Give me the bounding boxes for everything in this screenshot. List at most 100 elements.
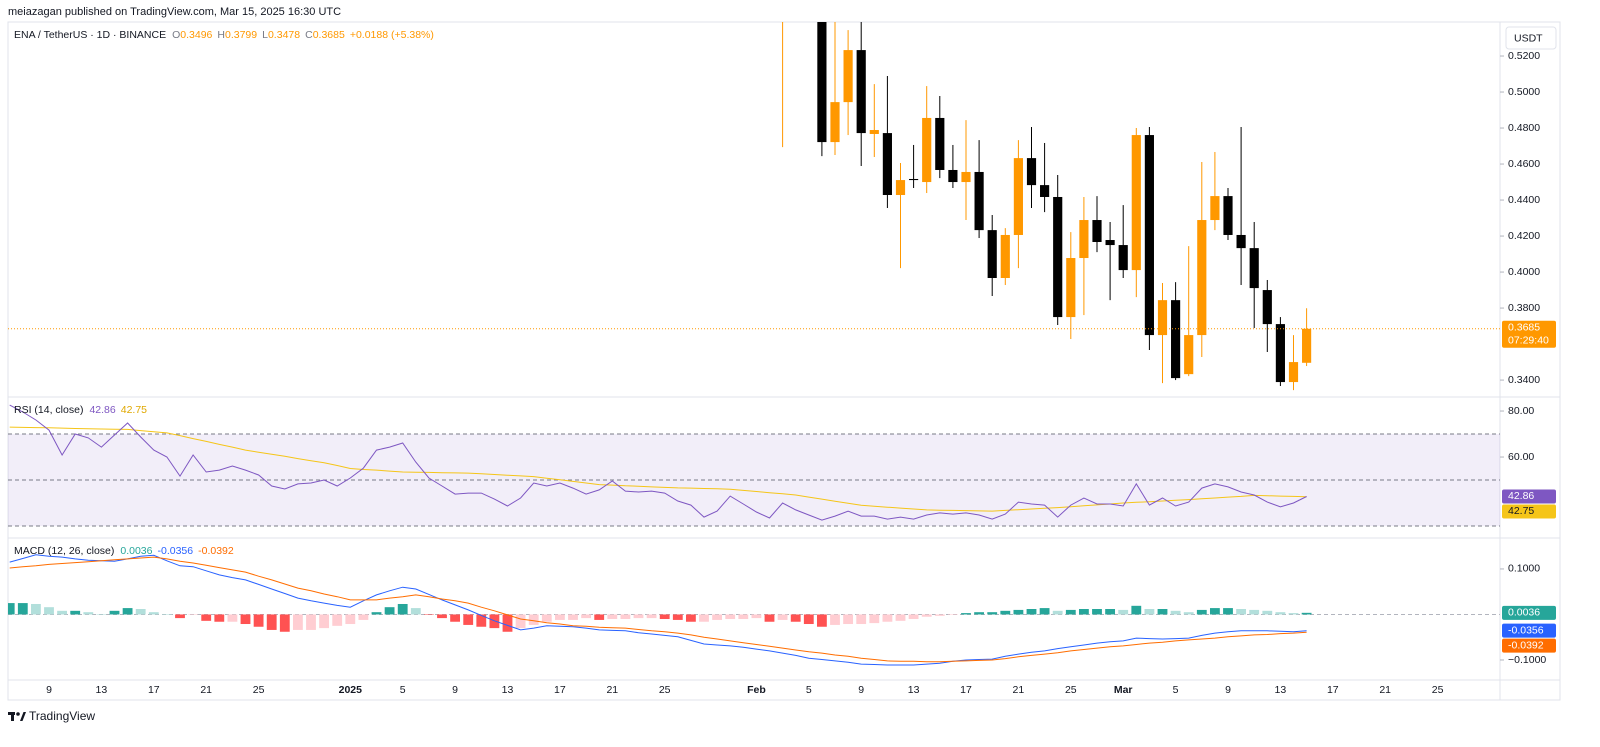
symbol-title: ENA / TetherUS · 1D · BINANCE	[14, 29, 166, 41]
indicator-value-label: 42.86	[1508, 490, 1534, 502]
logo-part	[11, 712, 14, 721]
y-tick-label: 0.4400	[1508, 194, 1540, 206]
indicator-value-label-box	[1502, 489, 1556, 504]
histogram-bar	[633, 614, 644, 619]
candle-body	[1275, 324, 1285, 383]
histogram-bar	[699, 614, 709, 622]
histogram-bar	[332, 614, 343, 626]
x-tick-label: 13	[1275, 684, 1287, 696]
histogram-bar	[135, 609, 146, 615]
histogram-value-label-box	[1502, 605, 1556, 620]
footer-brand: TradingView	[29, 709, 95, 723]
y-tick-label: 0.4200	[1508, 230, 1540, 242]
indicator-value-label: -0.0356	[1508, 624, 1544, 636]
histogram-bar	[161, 614, 172, 615]
indicator-line	[9, 426, 1307, 512]
last-price-label: 0.3685	[1508, 322, 1540, 334]
unit-label: USDT	[1514, 32, 1543, 44]
candle-body	[1236, 234, 1246, 249]
histogram-bar	[476, 614, 487, 627]
histogram-bar	[1118, 609, 1129, 615]
histogram-bar	[423, 614, 434, 615]
last-price-box	[1502, 320, 1556, 348]
histogram-bar	[987, 612, 998, 615]
histogram-bar	[148, 612, 159, 615]
x-tick-label: Mar	[1114, 684, 1133, 696]
logo-part	[16, 712, 20, 716]
histogram-bar	[227, 614, 238, 622]
x-tick-label: 9	[452, 684, 458, 696]
histogram-bar	[777, 614, 788, 620]
histogram-bar	[1157, 609, 1168, 615]
axes: 9 13 17 21 25 2025 5 9 13 17 21 25 Feb 5 9 13 17 21 25 Mar 5…	[46, 50, 1556, 696]
histogram-bar	[188, 614, 199, 615]
histogram-bar	[594, 614, 605, 620]
legend-value: 0.3685	[313, 29, 345, 41]
histogram-bar	[947, 614, 958, 615]
histogram-bar	[1039, 608, 1050, 615]
x-tick-label: 25	[1432, 684, 1444, 696]
indicator-line	[9, 556, 1307, 663]
histogram-bar	[528, 614, 539, 625]
x-tick-label: 13	[96, 684, 108, 696]
rsi-background	[8, 433, 1500, 527]
histogram-bar	[581, 614, 592, 619]
x-tick-label: 25	[1065, 684, 1077, 696]
candle-body	[1210, 196, 1220, 221]
candle-body	[974, 171, 984, 231]
histogram-bar	[725, 614, 736, 620]
legend-key: C	[305, 29, 313, 41]
histogram-bar	[30, 603, 41, 615]
candle-body	[1040, 185, 1050, 197]
candle-body	[1105, 240, 1115, 246]
histogram-bar	[738, 614, 749, 620]
rsi-ma-value: 42.75	[121, 404, 147, 416]
candle-body	[1144, 135, 1154, 336]
x-tick-label: 25	[253, 684, 265, 696]
histogram-bar	[57, 610, 68, 615]
candle-body	[1197, 220, 1207, 336]
histogram-bar	[712, 614, 723, 620]
histogram-bar	[816, 614, 827, 627]
histogram-bar	[515, 614, 526, 629]
candle-body	[909, 178, 919, 181]
indicator-value-label-box	[1502, 623, 1556, 638]
histogram-bar	[1249, 609, 1260, 615]
indicator-value-label: -0.0392	[1508, 639, 1544, 651]
x-tick-label: 13	[502, 684, 514, 696]
histogram-bar	[83, 612, 94, 615]
histogram-bar	[279, 614, 290, 632]
x-tick-label: 17	[554, 684, 566, 696]
candle-body	[1288, 362, 1299, 383]
histogram-bar	[620, 614, 631, 620]
x-tick-label: 9	[1225, 684, 1231, 696]
x-tick-label: 21	[200, 684, 212, 696]
x-tick-label: Feb	[747, 684, 766, 696]
histogram-bar	[830, 614, 840, 625]
logo-part	[20, 712, 26, 721]
histogram-bar	[1209, 608, 1220, 615]
histogram-bar	[908, 614, 919, 620]
candle-body	[1302, 328, 1312, 363]
histogram-bar	[175, 614, 185, 619]
candle-body	[961, 171, 971, 183]
x-tick-label: 17	[960, 684, 972, 696]
histogram-bar	[371, 612, 382, 615]
histogram-bar	[1078, 609, 1089, 615]
y-tick-label: 80.00	[1508, 405, 1534, 417]
y-tick-label: 0.5000	[1508, 86, 1540, 98]
histogram-bar	[751, 614, 762, 619]
histogram-bar	[319, 614, 330, 629]
histogram-bar	[201, 614, 212, 621]
histogram-bar	[397, 603, 408, 615]
y-tick-label: 0.4000	[1508, 266, 1540, 278]
histogram-bar	[921, 614, 932, 617]
candle-body	[869, 130, 879, 134]
histogram-bar	[1236, 609, 1247, 615]
candle-body	[830, 102, 840, 143]
histogram-bar	[895, 614, 906, 621]
histogram-bar	[1052, 610, 1063, 615]
histogram-bar	[109, 610, 120, 615]
histogram-bar	[803, 614, 814, 625]
candle-body	[817, 22, 827, 143]
